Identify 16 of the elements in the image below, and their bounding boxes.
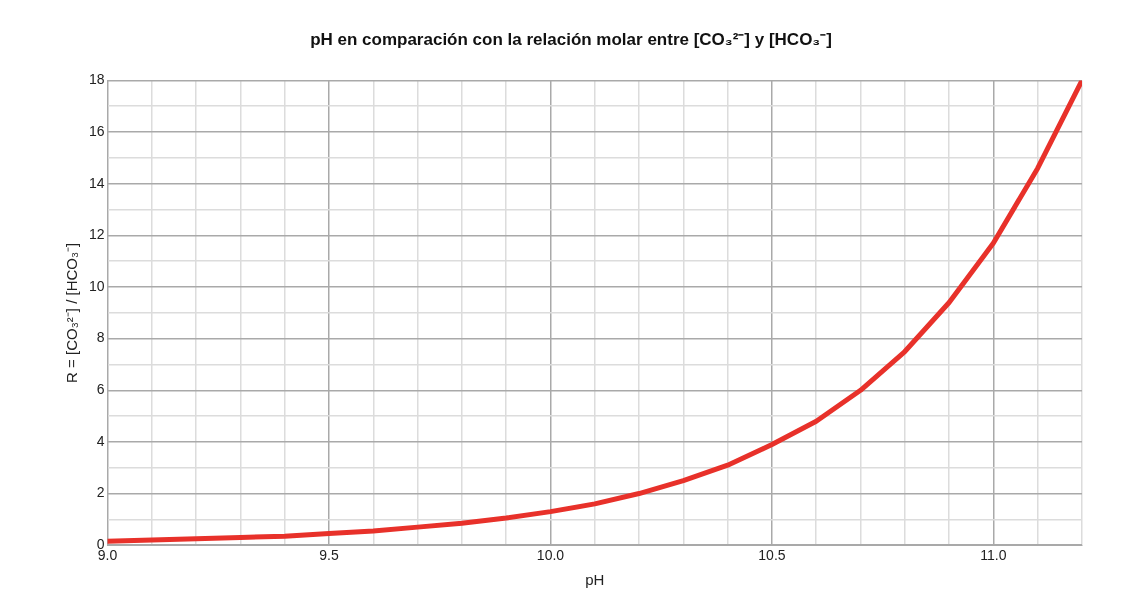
y-tick-label: 18 — [88, 71, 105, 88]
x-tick-label: 10.0 — [536, 547, 565, 564]
y-tick-label: 10 — [88, 277, 105, 294]
y-tick-label: 12 — [88, 226, 105, 243]
y-tick-label: 4 — [96, 432, 105, 449]
y-tick-label: 8 — [96, 329, 105, 346]
x-tick-label: 11.0 — [980, 547, 1007, 564]
x-tick-label: 9.5 — [319, 547, 339, 564]
y-tick-label: 6 — [96, 381, 105, 398]
y-tick-label: 16 — [88, 122, 105, 139]
y-axis-title: R = [CO₃²⁻] / [HCO₃⁻] — [63, 242, 81, 383]
chart-title: pH en comparación con la relación molar entre [CO₃²⁻] y [HCO₃⁻] — [310, 29, 832, 49]
x-axis-title: pH — [585, 571, 605, 589]
x-tick-label: 10.5 — [758, 547, 786, 564]
y-tick-label: 2 — [96, 484, 105, 501]
y-tick-label: 14 — [88, 174, 105, 191]
